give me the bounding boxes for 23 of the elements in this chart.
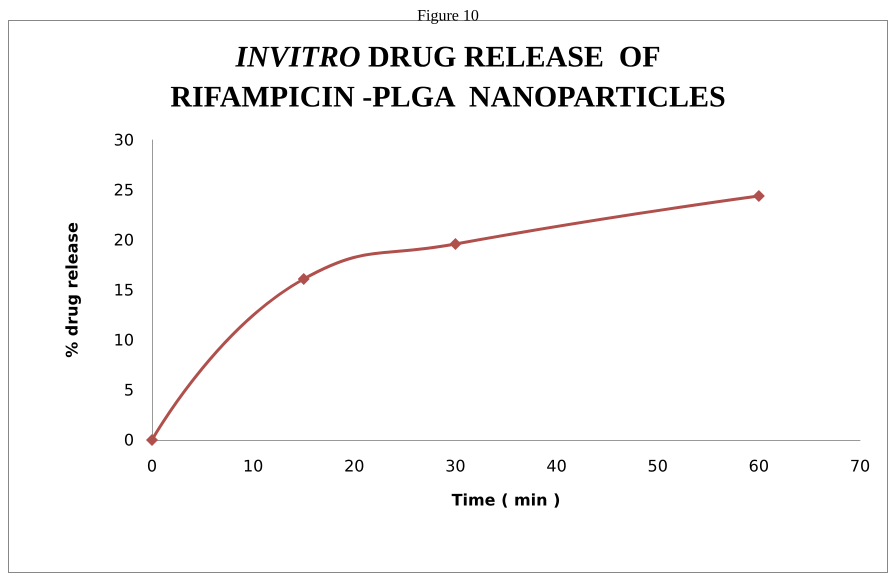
point xyxy=(146,434,158,446)
x-tick-label: 60 xyxy=(748,456,770,476)
x-tick-label: 10 xyxy=(242,456,264,476)
y-tick-label: 5 xyxy=(124,380,134,400)
point xyxy=(298,273,310,285)
y-tick-label: 30 xyxy=(114,130,134,150)
x-axis-title: Time ( min ) xyxy=(452,490,560,510)
x-tick-label: 50 xyxy=(648,456,668,476)
point xyxy=(752,190,765,202)
x-tick-label: 20 xyxy=(344,456,364,476)
y-tick-label: 0 xyxy=(124,430,134,450)
chart-title: INVITRO DRUG RELEASE OF RIFAMPICIN -PLGA NANOPARTICLES xyxy=(170,40,726,114)
x-tick-label: 0 xyxy=(146,456,158,476)
caption: Figure 10 xyxy=(417,8,479,24)
x-tick-label: 40 xyxy=(546,456,567,476)
point xyxy=(449,238,462,250)
x-tick-label: 70 xyxy=(850,456,870,476)
y-tick-label: 15 xyxy=(114,280,134,300)
y-tick-label: 20 xyxy=(114,230,134,250)
y-axis-title: % drug release xyxy=(62,222,82,358)
x-tick-label: 30 xyxy=(445,456,466,476)
y-tick-label: 25 xyxy=(114,180,134,200)
y-tick-label: 10 xyxy=(114,330,134,350)
